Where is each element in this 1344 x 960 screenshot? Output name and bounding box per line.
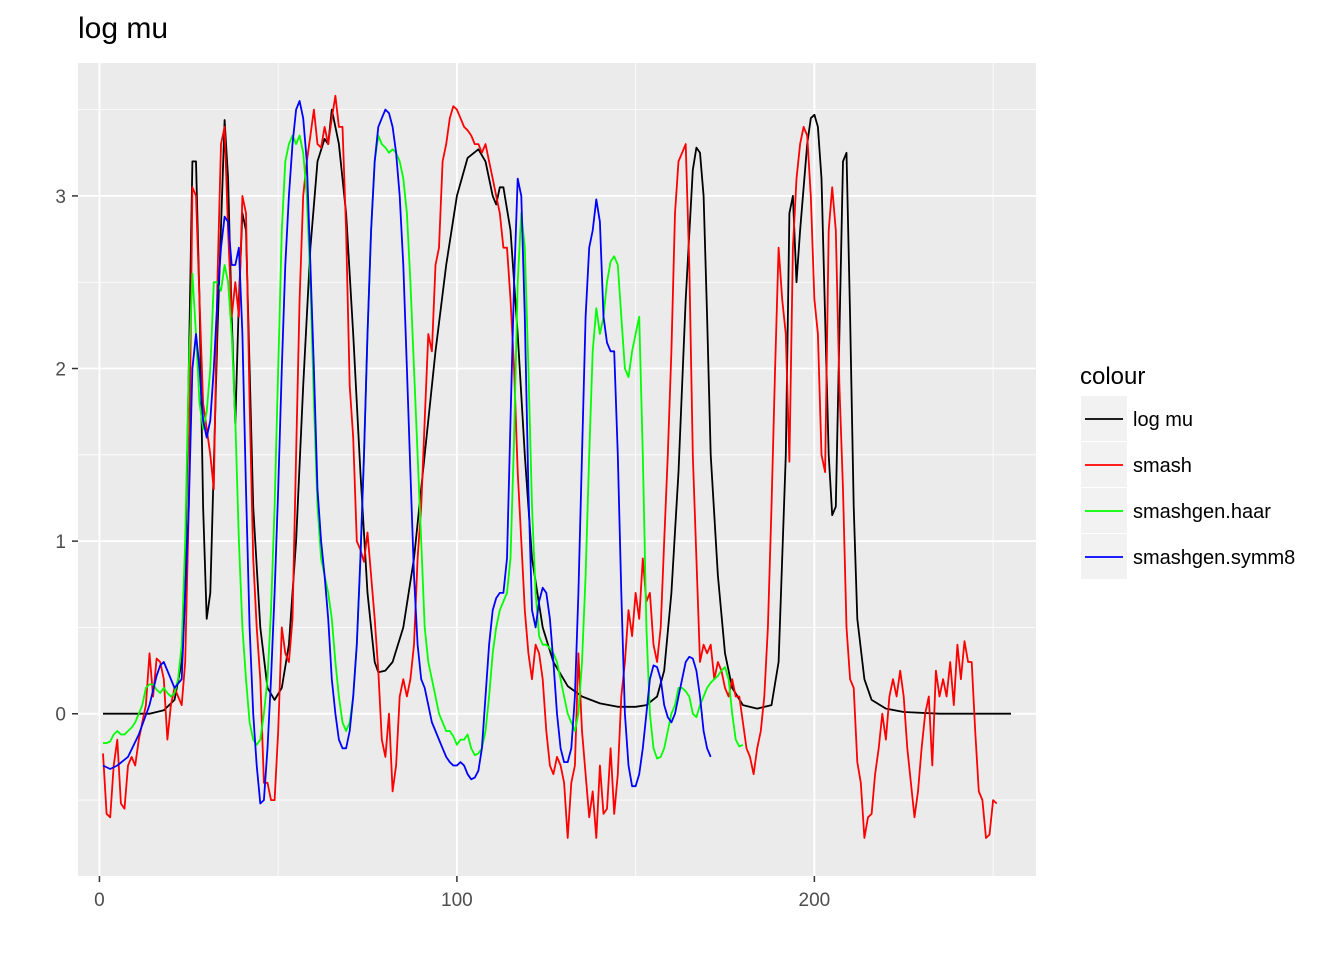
series-line-smashgen-haar <box>103 134 744 760</box>
legend-title: colour <box>1080 363 1145 390</box>
y-tick-label: 2 <box>55 360 66 381</box>
plot-panel <box>78 63 1036 876</box>
y-tick-label: 1 <box>55 532 66 553</box>
series-line-smash <box>102 94 998 839</box>
x-tick-label: 0 <box>94 890 105 911</box>
legend-label: log mu <box>1133 409 1193 431</box>
legend-item: log mu <box>1081 396 1193 441</box>
x-tick-label: 100 <box>441 890 473 911</box>
legend-label: smashgen.symm8 <box>1133 547 1295 569</box>
legend-label: smash <box>1133 455 1192 477</box>
legend-item: smash <box>1081 442 1192 487</box>
y-tick-label: 0 <box>55 705 66 726</box>
x-tick-label: 200 <box>799 890 831 911</box>
series-line-smashgen-symm8 <box>102 100 712 805</box>
y-tick-label: 3 <box>55 187 66 208</box>
legend-item: smashgen.haar <box>1081 488 1271 533</box>
legend: colour log mu smash smashgen.haar smashgen.… <box>1080 363 1295 579</box>
chart-title: log mu <box>78 12 169 45</box>
axis-ticks: 0 100 200 0 1 2 3 <box>55 187 830 911</box>
legend-item: smashgen.symm8 <box>1081 534 1295 579</box>
legend-label: smashgen.haar <box>1133 501 1271 523</box>
series-lines <box>102 94 1011 839</box>
minor-gridlines <box>78 63 1036 876</box>
